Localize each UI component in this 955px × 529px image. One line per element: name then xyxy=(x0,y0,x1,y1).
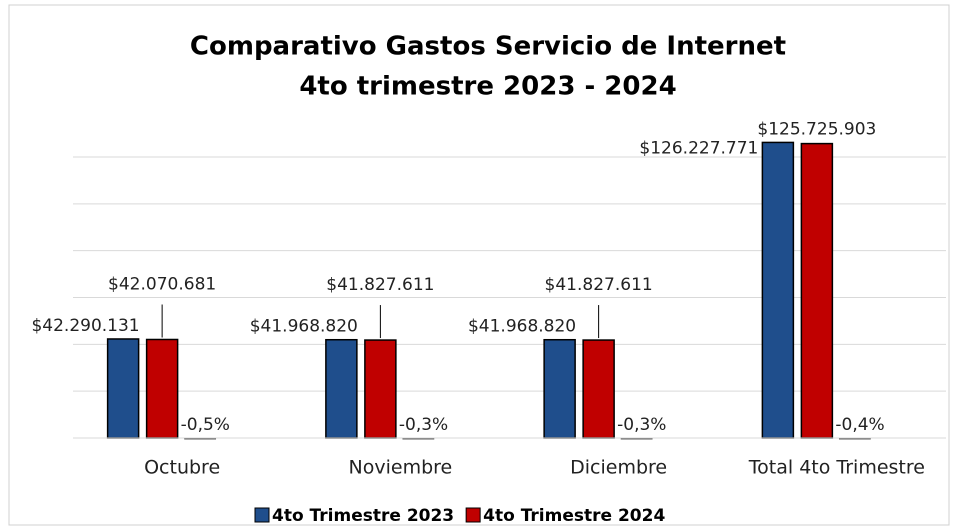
data-label: $41.827.611 xyxy=(545,275,653,295)
x-tick-label: Total 4to Trimestre xyxy=(748,457,925,479)
bar xyxy=(145,338,179,439)
data-label: $41.968.820 xyxy=(468,317,576,337)
legend-label: 4to Trimestre 2024 xyxy=(483,506,665,526)
legend-swatch xyxy=(465,507,481,523)
x-tick-label: Noviembre xyxy=(349,457,453,479)
bar xyxy=(364,339,397,439)
chart-subtitle: 4to trimestre 2023 - 2024 xyxy=(299,72,676,102)
bar xyxy=(761,141,795,439)
data-label: $42.070.681 xyxy=(108,274,216,294)
data-label: -0,5% xyxy=(181,415,230,435)
data-label: $41.968.820 xyxy=(250,317,358,337)
bar xyxy=(800,142,834,439)
data-label: $126.227.771 xyxy=(639,138,758,158)
data-label: $125.725.903 xyxy=(757,120,876,140)
bar xyxy=(582,339,615,439)
bar xyxy=(106,338,140,439)
data-label: -0,3% xyxy=(399,415,448,435)
data-label: -0,4% xyxy=(835,415,884,435)
bar xyxy=(543,338,576,439)
legend-label: 4to Trimestre 2023 xyxy=(272,506,454,526)
x-tick-label: Diciembre xyxy=(570,457,667,479)
legend-swatch xyxy=(254,507,270,523)
data-label: $41.827.611 xyxy=(326,275,434,295)
data-label: $42.290.131 xyxy=(31,316,139,336)
data-label: -0,3% xyxy=(617,415,666,435)
x-tick-label: Octubre xyxy=(144,457,220,479)
chart-title: Comparativo Gastos Servicio de Internet xyxy=(190,32,786,62)
bar xyxy=(325,338,358,439)
